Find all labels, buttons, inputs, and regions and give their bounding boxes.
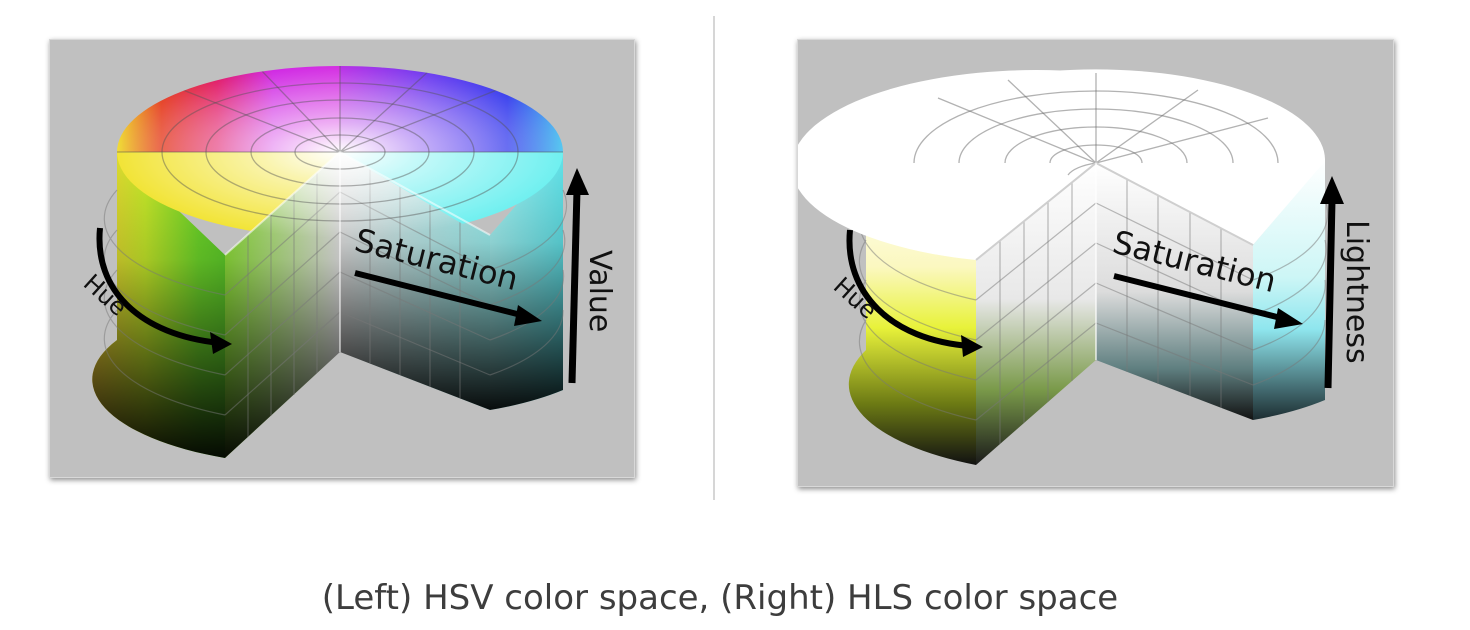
hsv-cylinder-illustration: Hue Saturation Value [78,66,617,458]
hls-hue-arrow [846,229,971,349]
lightness-label: Lightness [1339,220,1374,364]
panel-divider [713,16,715,500]
hls-diagram-panel: Hue Saturation Lightness [797,39,1394,487]
hls-saturation-arrow [1113,273,1286,322]
hls-cylinder-illustration: Hue Saturation Lightness [798,69,1374,465]
hue-arrow [96,227,221,346]
hsv-diagram-panel: Hue Saturation Value [49,39,635,478]
figure-caption: (Left) HSV color space, (Right) HLS colo… [321,578,1119,618]
saturation-arrow [354,270,526,319]
value-label: Value [582,250,617,332]
lightness-arrow [1324,199,1336,389]
value-arrow [568,189,581,384]
